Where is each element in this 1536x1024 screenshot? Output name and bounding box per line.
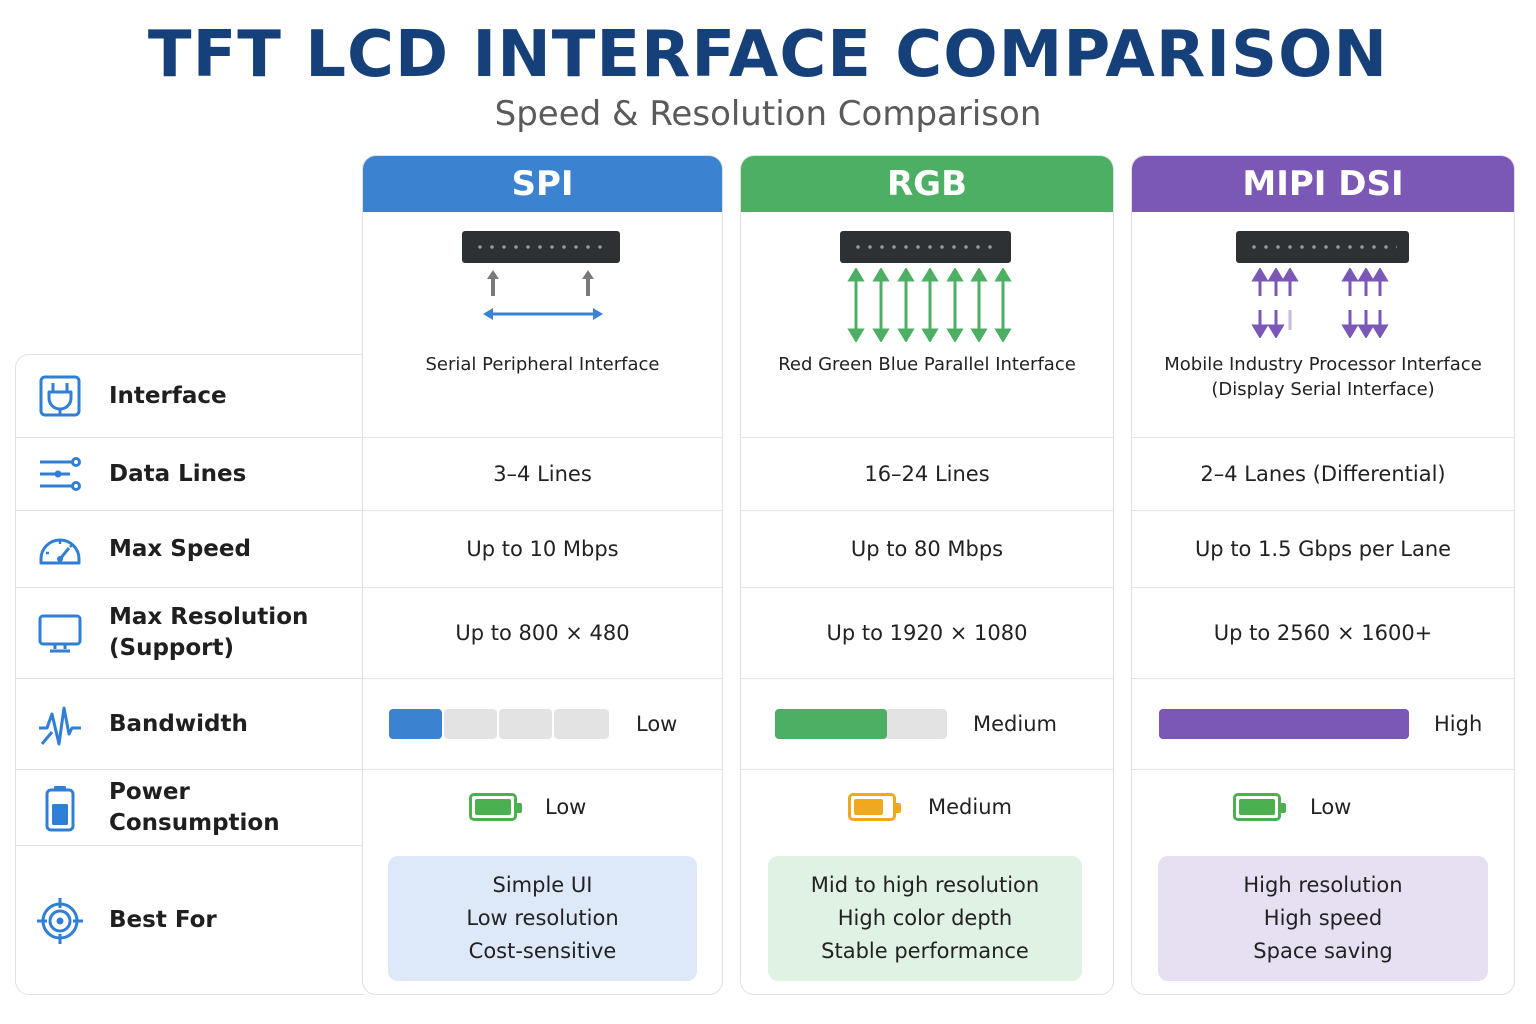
row-label-text: Power Consumption [109, 778, 280, 836]
max-speed-value: Up to 10 Mbps [363, 510, 722, 587]
data-lines-value: 2–4 Lanes (Differential) [1132, 437, 1514, 510]
battery-level-icon [469, 793, 522, 821]
monitor-icon [36, 609, 84, 657]
best-for-item: Simple UI [492, 873, 593, 897]
bandwidth-cell: Medium [741, 678, 1113, 769]
chip-graphic [840, 231, 1011, 263]
best-for-box: High resolution High speed Space saving [1158, 856, 1488, 981]
interface-description: Serial Peripheral Interface [425, 354, 660, 375]
column-spi: SPI Serial Peripheral Interface 3–4 Line… [362, 155, 723, 995]
best-for-item: Space saving [1253, 939, 1393, 963]
target-icon [36, 897, 84, 945]
bandwidth-segment [499, 709, 552, 739]
waveform-icon [36, 700, 84, 748]
bandwidth-bar [389, 709, 609, 739]
power-label: Low [545, 795, 587, 819]
max-speed-value: Up to 80 Mbps [741, 510, 1113, 587]
best-for-item: High speed [1263, 906, 1383, 930]
row-label-max-speed: Max Speed [16, 510, 365, 587]
best-for-item: Mid to high resolution [810, 873, 1040, 897]
row-label-power: Power Consumption [16, 769, 365, 845]
column-header: RGB [741, 156, 1113, 212]
bandwidth-bar [1159, 709, 1409, 739]
best-for-box: Mid to high resolution High color depth … [768, 856, 1082, 981]
max-resolution-value: Up to 2560 × 1600+ [1132, 587, 1514, 678]
column-mipi-dsi: MIPI DSI Mobile Industry Processor Inter… [1131, 155, 1515, 995]
rgb-lines-diagram [847, 268, 1012, 342]
row-label-interface: Interface [16, 355, 365, 437]
page-title: TFT LCD INTERFACE COMPARISON [147, 18, 1389, 92]
bandwidth-label: Low [636, 712, 678, 736]
max-resolution-value: Up to 800 × 480 [363, 587, 722, 678]
page-subtitle: Speed & Resolution Comparison [494, 94, 1042, 134]
bandwidth-segment [389, 709, 442, 739]
column-header: MIPI DSI [1132, 156, 1514, 212]
row-labels: Interface Data Lines Max Speed Max Resol… [15, 354, 365, 995]
battery-level-icon [848, 793, 901, 821]
row-label-text: Interface [109, 382, 227, 409]
interface-description: Red Green Blue Parallel Interface [778, 354, 1076, 375]
bandwidth-cell: High [1132, 678, 1514, 769]
column-rgb: RGB Red Green Blue Parallel Interface 16… [740, 155, 1114, 995]
max-resolution-value: Up to 1920 × 1080 [741, 587, 1113, 678]
row-label-text: Best For [109, 907, 217, 933]
max-speed-value: Up to 1.5 Gbps per Lane [1132, 510, 1514, 587]
row-label-bandwidth: Bandwidth [16, 678, 365, 769]
best-for-item: Stable performance [821, 939, 1029, 963]
power-label: Medium [928, 795, 1012, 819]
data-lines-value: 3–4 Lines [363, 437, 722, 510]
bandwidth-segment [554, 709, 609, 739]
speedometer-icon [36, 525, 84, 573]
bandwidth-label: Medium [973, 712, 1057, 736]
best-for-item: Low resolution [466, 906, 619, 930]
power-cell: Low [1132, 769, 1514, 845]
battery-level-icon [1233, 793, 1286, 821]
spi-lines-diagram [483, 270, 603, 320]
power-cell: Medium [741, 769, 1113, 845]
chip-graphic [1236, 231, 1409, 263]
bandwidth-segment [444, 709, 497, 739]
data-lines-value: 16–24 Lines [741, 437, 1113, 510]
power-label: Low [1310, 795, 1352, 819]
data-lines-icon [36, 450, 84, 498]
best-for-box: Simple UI Low resolution Cost-sensitive [388, 856, 697, 981]
interface-description: Mobile Industry Processor Interface (Dis… [1164, 354, 1482, 400]
column-header: SPI [363, 156, 722, 212]
power-cell: Low [363, 769, 722, 845]
mipi-lanes-diagram [1251, 268, 1389, 338]
chip-graphic [462, 231, 620, 263]
best-for-item: High color depth [837, 906, 1013, 930]
best-for-item: Cost-sensitive [468, 939, 617, 963]
bandwidth-label: High [1434, 712, 1483, 736]
row-label-text: Bandwidth [109, 710, 248, 737]
bandwidth-fill [1159, 709, 1409, 739]
row-label-best-for: Best For [16, 845, 365, 995]
bandwidth-cell: Low [363, 678, 722, 769]
plug-icon [36, 372, 84, 420]
row-label-text: Data Lines [109, 460, 247, 487]
row-label-text: Max Speed [109, 535, 251, 562]
row-label-data-lines: Data Lines [16, 437, 365, 510]
row-label-max-resolution: Max Resolution (Support) [16, 587, 365, 678]
bandwidth-bar [775, 709, 947, 739]
row-label-text: Max Resolution (Support) [109, 604, 309, 661]
bandwidth-fill [775, 709, 887, 739]
best-for-item: High resolution [1243, 873, 1403, 897]
battery-icon [36, 784, 84, 832]
